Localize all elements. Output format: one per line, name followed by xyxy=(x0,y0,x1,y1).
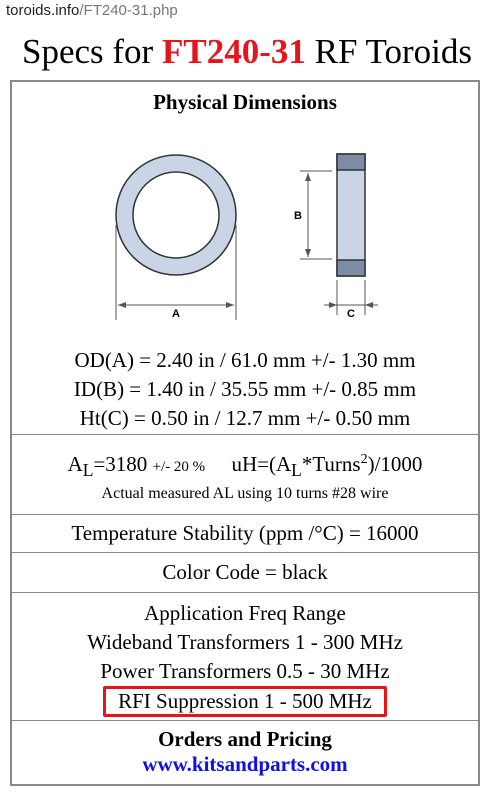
application-section: Application Freq Range Wideband Transfor… xyxy=(12,593,478,721)
toroid-side xyxy=(336,153,366,277)
title-prefix: Specs for xyxy=(22,32,154,71)
label-b: B xyxy=(294,210,302,222)
highlighted-line: RFI Suppression 1 - 500 MHz xyxy=(103,686,387,717)
orders-heading: Orders and Pricing xyxy=(158,727,332,751)
dimension-line: OD(A) = 2.40 in / 61.0 mm +/- 1.30 mm xyxy=(74,348,416,372)
formula-sub: L xyxy=(291,460,302,481)
formula-end: )/1000 xyxy=(367,452,423,476)
address-bar[interactable]: toroids.info/FT240-31.php xyxy=(6,2,178,19)
dimensions-section: Physical Dimensions A B C xyxy=(12,82,478,435)
toroid-drawing: A B C xyxy=(115,153,378,320)
dimensions-heading: Physical Dimensions xyxy=(153,90,337,114)
url-path: /FT240-31.php xyxy=(79,2,178,19)
toroid-side-top xyxy=(336,153,366,171)
formula-sup: 2 xyxy=(360,452,368,467)
application-line: Wideband Transformers 1 - 300 MHz xyxy=(87,630,403,654)
toroid-side-bottom xyxy=(336,259,366,277)
label-c: C xyxy=(347,308,355,320)
application-heading: Application Freq Range xyxy=(144,601,346,625)
label-a: A xyxy=(172,308,180,320)
url-host: toroids.info xyxy=(6,2,80,19)
spec-table: Physical Dimensions A B C xyxy=(10,80,480,786)
page-title: Specs for FT240-31 RF Toroids xyxy=(0,32,494,72)
al-section: AL=3180 +/- 20 % uH=(AL*Turns2)/1000 Act… xyxy=(12,435,478,515)
orders-section: Orders and Pricing www.kitsandparts.com xyxy=(12,721,478,784)
toroid-inner xyxy=(132,171,220,259)
dimension-line: ID(B) = 1.40 in / 35.55 mm +/- 0.85 mm xyxy=(73,377,417,401)
temperature: Temperature Stability (ppm /°C) = 16000 xyxy=(12,515,478,553)
al-sub: L xyxy=(82,460,94,481)
al-a: A xyxy=(67,452,83,476)
application-line: Power Transformers 0.5 - 30 MHz xyxy=(100,659,390,683)
dimension-line: Ht(C) = 0.50 in / 12.7 mm +/- 0.50 mm xyxy=(79,406,411,430)
formula-start: uH=(A xyxy=(231,452,292,476)
color-code: Color Code = black xyxy=(12,553,478,593)
title-suffix: RF Toroids xyxy=(314,32,472,71)
al-value: =3180 xyxy=(93,452,148,476)
title-part: FT240-31 xyxy=(161,32,306,71)
formula-mid: *Turns xyxy=(301,452,361,476)
al-note: Actual measured AL using 10 turns #28 wi… xyxy=(101,485,389,503)
shop-link[interactable]: www.kitsandparts.com xyxy=(142,752,348,776)
al-tolerance: +/- 20 % xyxy=(152,459,206,475)
